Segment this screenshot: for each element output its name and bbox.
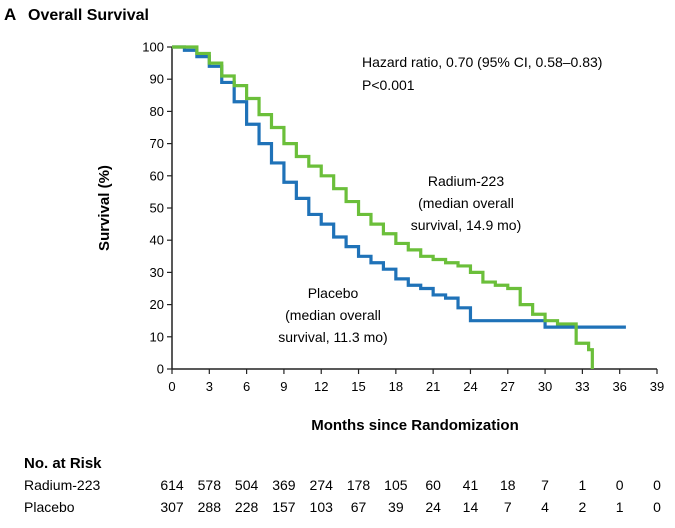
x-tick-label: 18 [389,379,403,394]
curve-label-line: (median overall [418,195,514,211]
risk-count: 7 [504,499,512,515]
risk-count: 41 [463,477,479,493]
risk-count: 103 [310,499,334,515]
x-tick-label: 21 [426,379,440,394]
risk-count: 0 [653,499,661,515]
y-tick-label: 40 [150,233,164,248]
risk-count: 614 [160,477,184,493]
y-tick-label: 100 [142,40,164,55]
panel-letter: A [4,5,16,24]
risk-count: 504 [235,477,259,493]
risk-count: 369 [272,477,296,493]
x-tick-label: 36 [612,379,626,394]
x-tick-label: 24 [463,379,477,394]
risk-count: 178 [347,477,371,493]
y-tick-label: 60 [150,168,164,183]
x-tick-label: 9 [280,379,287,394]
curve-label-line: survival, 14.9 mo) [411,217,521,233]
risk-count: 228 [235,499,259,515]
risk-count: 0 [653,477,661,493]
x-tick-label: 39 [650,379,664,394]
p-value-text: P<0.001 [362,77,415,93]
curve-label-line: survival, 11.3 mo) [278,329,387,345]
curve-label-line: Radium-223 [428,173,504,189]
y-tick-label: 10 [150,329,164,344]
risk-count: 14 [463,499,479,515]
risk-count: 7 [541,477,549,493]
y-tick-label: 0 [157,362,164,377]
risk-count: 18 [500,477,516,493]
x-tick-label: 30 [538,379,552,394]
risk-count: 60 [425,477,441,493]
risk-count: 288 [198,499,222,515]
y-tick-label: 70 [150,136,164,151]
risk-count: 105 [384,477,408,493]
placebo-curve-label: Placebo (median overall survival, 11.3 mo) [278,285,387,345]
risk-count: 307 [160,499,184,515]
risk-count: 2 [578,499,586,515]
y-ticks: 0 10 20 30 40 50 60 70 80 90 100 [142,40,172,377]
y-tick-label: 30 [150,265,164,280]
risk-count: 4 [541,499,549,515]
risk-count: 578 [198,477,222,493]
risk-count: 0 [616,477,624,493]
risk-count: 157 [272,499,296,515]
risk-count: 24 [425,499,441,515]
x-tick-label: 12 [314,379,328,394]
risk-count: 39 [388,499,404,515]
curve-label-line: Placebo [308,285,359,301]
hazard-ratio-text: Hazard ratio, 0.70 (95% CI, 0.58–0.83) [362,54,602,70]
risk-count: 274 [310,477,334,493]
y-tick-label: 80 [150,104,164,119]
x-ticks: 0 3 6 9 12 15 18 21 24 27 30 33 36 39 [168,369,664,394]
series-line-radium-223 [172,45,594,369]
risk-count: 1 [616,499,624,515]
risk-table: Radium-223 614 578 504 369 274 178 105 60 41 18 7 1 0… [24,477,661,515]
risk-row-label: Placebo [24,499,75,515]
x-tick-label: 6 [243,379,250,394]
x-tick-label: 27 [501,379,515,394]
risk-row-label: Radium-223 [24,477,100,493]
radium-curve-label: Radium-223 (median overall survival, 14.9 … [411,173,521,233]
risk-count: 67 [351,499,367,515]
x-tick-label: 33 [575,379,589,394]
x-tick-label: 0 [168,379,175,394]
y-axis-label: Survival (%) [96,165,113,251]
x-tick-label: 3 [206,379,213,394]
series-line-placebo [172,45,626,329]
y-tick-label: 50 [150,201,164,216]
chart-title: Overall Survival [28,7,149,24]
x-axis-label: Months since Randomization [311,417,519,434]
y-tick-label: 90 [150,72,164,87]
survival-curves [172,45,626,369]
risk-count: 1 [578,477,586,493]
y-tick-label: 20 [150,297,164,312]
x-tick-label: 15 [351,379,365,394]
curve-label-line: (median overall [285,307,381,323]
risk-table-heading: No. at Risk [24,455,102,472]
